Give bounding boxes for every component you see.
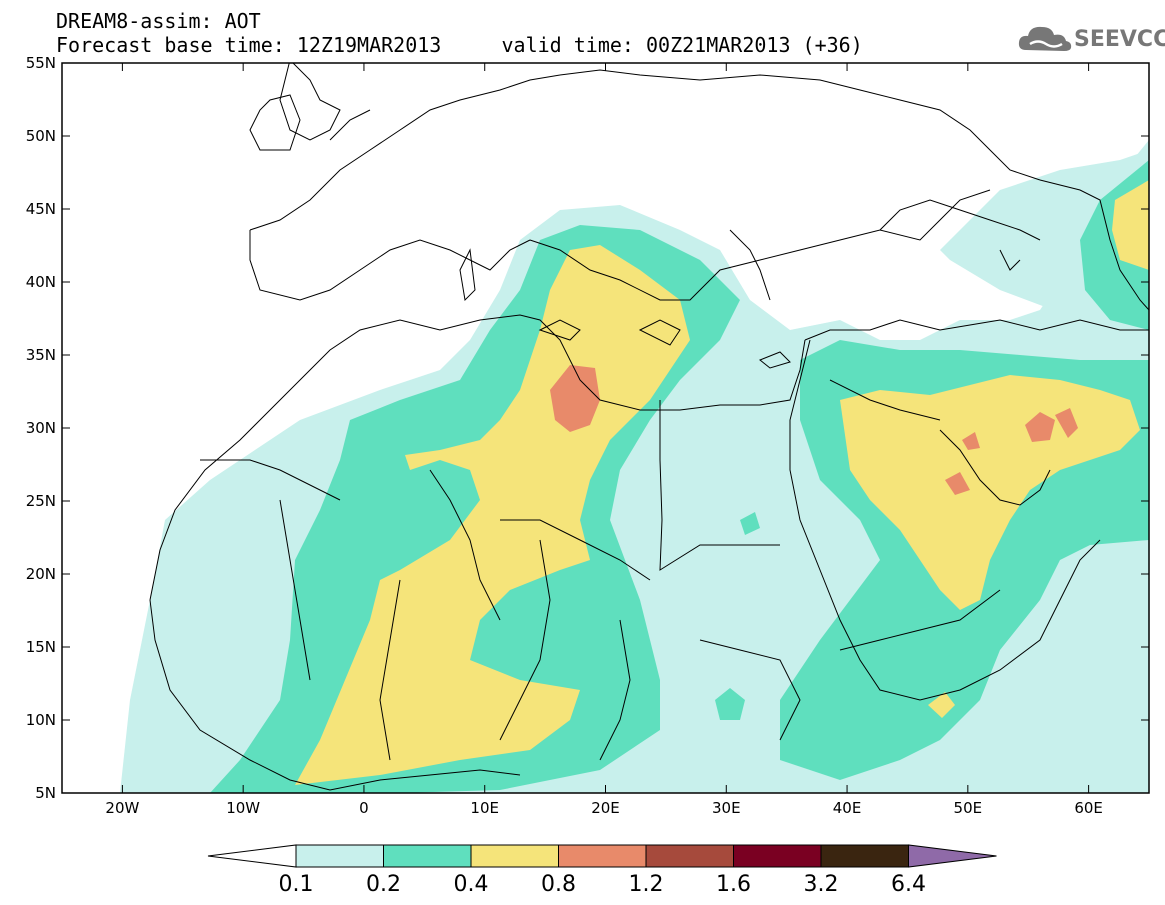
lon-tick-label: 0 (359, 799, 369, 817)
colorbar-label: 0.4 (454, 872, 489, 897)
lon-tick-label: 10E (470, 799, 499, 817)
colorbar: 0.1 0.2 0.4 0.8 1.2 1.6 3.2 6.4 (207, 844, 997, 897)
lon-tick-label: 40E (833, 799, 862, 817)
time-info: Forecast base time: 12Z19MAR2013 valid t… (56, 33, 863, 57)
aot-field (120, 63, 1149, 793)
colorbar-label: 0.1 (279, 872, 314, 897)
lat-tick-label: 45N (26, 200, 56, 218)
colorbar-label: 1.2 (629, 872, 664, 897)
cloud-icon (1018, 26, 1072, 51)
lon-tick-label: 20E (591, 799, 620, 817)
colorbar-label: 0.8 (541, 872, 576, 897)
colorbar-segment (645, 844, 734, 868)
lat-tick-label: 50N (26, 127, 56, 145)
lat-tick-label: 20N (26, 565, 56, 583)
colorbar-segment (733, 844, 822, 868)
colorbar-segment (295, 844, 384, 868)
lon-tick-label: 10W (226, 799, 260, 817)
colorbar-label: 6.4 (891, 872, 926, 897)
lat-tick-label: 10N (26, 711, 56, 729)
colorbar-low-arrow (207, 844, 297, 868)
axis-ticks: 20W 10W 0 10E 20E 30E 40E 50E 60E 55N 50N 45N 40N 35N… (26, 54, 1149, 817)
colorbar-segment (558, 844, 647, 868)
colorbar-segment (820, 844, 909, 868)
lon-tick-label: 50E (954, 799, 983, 817)
colorbar-segment (470, 844, 559, 868)
aot-contour-0.8 (550, 365, 600, 432)
lat-tick-label: 35N (26, 346, 56, 364)
colorbar-segment (383, 844, 472, 868)
colorbar-label: 3.2 (804, 872, 839, 897)
lon-tick-label: 60E (1074, 799, 1103, 817)
lat-tick-label: 40N (26, 273, 56, 291)
lon-tick-label: 30E (712, 799, 741, 817)
colorbar-label: 1.6 (716, 872, 751, 897)
colorbar-high-arrow (908, 844, 997, 868)
colorbar-label: 0.2 (366, 872, 401, 897)
lat-tick-label: 25N (26, 492, 56, 510)
lat-tick-label: 15N (26, 638, 56, 656)
chart-title: DREAM8-assim: AOT (56, 9, 261, 33)
lat-tick-label: 30N (26, 419, 56, 437)
coastlines-borders (149, 63, 1149, 791)
lat-tick-label: 5N (35, 784, 56, 802)
seevccc-logo: SEEVCCC (1018, 22, 1165, 56)
lon-tick-label: 20W (105, 799, 139, 817)
lat-tick-label: 55N (26, 54, 56, 72)
logo-text: SEEVCCC (1074, 27, 1165, 52)
